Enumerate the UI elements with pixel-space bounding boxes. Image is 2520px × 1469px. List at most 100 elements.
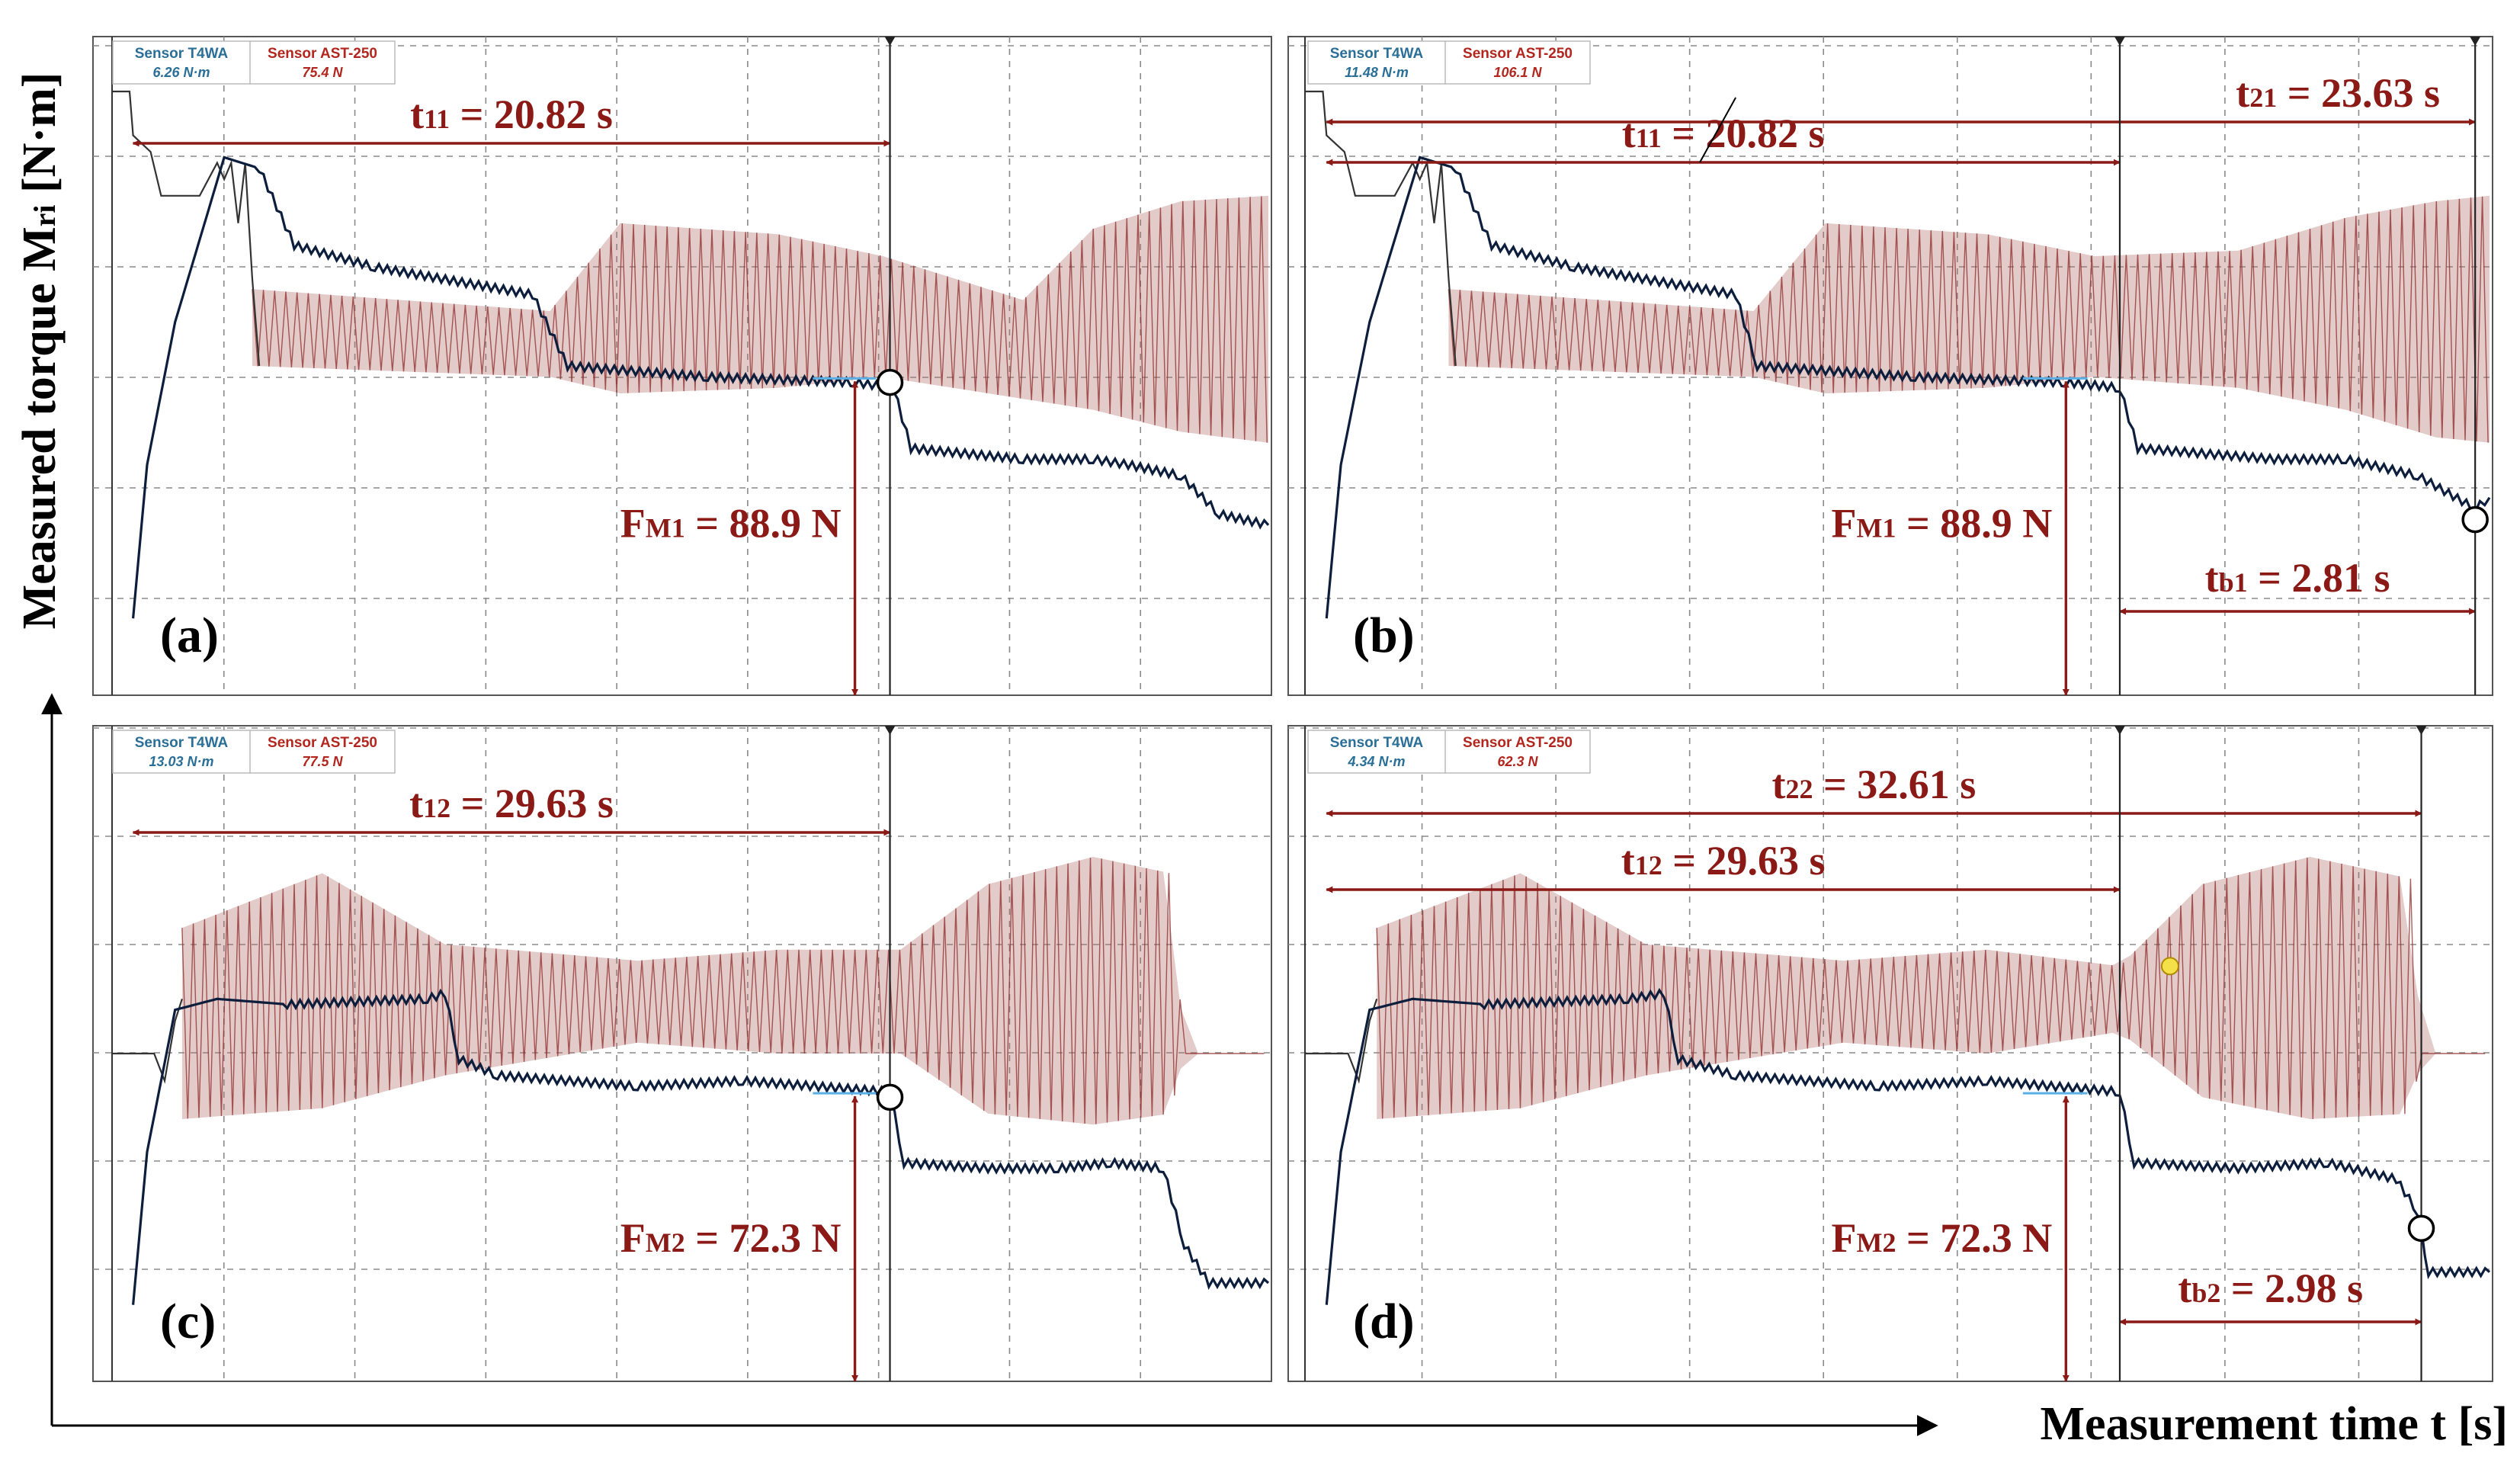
event-tick bbox=[2114, 37, 2125, 46]
interval-label: t12 = 29.63 s bbox=[1621, 838, 1826, 884]
interval-value: = 32.61 s bbox=[1813, 762, 1976, 807]
interval-subscript: 11 bbox=[424, 104, 450, 134]
interval-b2: tb2 = 2.98 s bbox=[2119, 1265, 2422, 1326]
interval-value: = 23.63 s bbox=[2277, 70, 2440, 116]
sensor1-value: 11.48 N·m bbox=[1345, 65, 1409, 80]
reference-series bbox=[112, 998, 183, 1084]
panel-label: (d) bbox=[1353, 1294, 1415, 1349]
sensor2-value: 77.5 N bbox=[302, 754, 343, 769]
sensor-box: Sensor T4WA 6.26 N·m Sensor AST-250 75.4 N bbox=[112, 40, 396, 85]
interval-symbol: t bbox=[1621, 838, 1635, 884]
interval-symbol: t bbox=[2236, 70, 2249, 116]
force-symbol: F bbox=[1832, 500, 1857, 546]
panel-label: (a) bbox=[160, 608, 219, 663]
y-axis-label-unit: [N·m] bbox=[14, 72, 66, 205]
interval-11: t11 = 20.82 s bbox=[1326, 111, 2121, 166]
force-symbol: F bbox=[620, 500, 646, 546]
torque-series bbox=[1325, 156, 2491, 619]
sensor-box-frame bbox=[1307, 730, 1591, 774]
interval-value: = 2.98 s bbox=[2220, 1265, 2363, 1311]
sensor2-name: Sensor AST-250 bbox=[1463, 735, 1573, 751]
force-series bbox=[1448, 196, 2489, 443]
label-leader bbox=[1699, 97, 1736, 163]
sensor1-name: Sensor T4WA bbox=[135, 46, 229, 62]
event-tick bbox=[884, 37, 896, 46]
force-subscript: M1 bbox=[646, 512, 685, 543]
force-annotation: FM1 = 88.9 N bbox=[620, 380, 859, 696]
interval-subscript: 12 bbox=[423, 793, 450, 823]
interval-symbol: t bbox=[410, 91, 424, 137]
failure-marker bbox=[2461, 505, 2489, 534]
sensor2-name: Sensor AST-250 bbox=[268, 735, 377, 751]
interval-12: t12 = 29.63 s bbox=[132, 781, 891, 836]
interval-subscript: 11 bbox=[1636, 123, 1662, 153]
interval-value: = 20.82 s bbox=[1662, 111, 1825, 156]
panel-b: Sensor T4WA 11.48 N·m Sensor AST-250 106.1 … bbox=[1287, 36, 2493, 696]
interval-value: = 29.63 s bbox=[450, 781, 614, 826]
interval-label: t11 = 20.82 s bbox=[410, 91, 613, 137]
interval-subscript: b2 bbox=[2191, 1278, 2220, 1308]
sensor1-name: Sensor T4WA bbox=[1330, 735, 1424, 751]
sensor-box-frame bbox=[112, 730, 396, 774]
force-value: = 72.3 N bbox=[1896, 1215, 2053, 1261]
sensor1-name: Sensor T4WA bbox=[1330, 46, 1424, 62]
sensor1-name: Sensor T4WA bbox=[135, 735, 229, 751]
force-annotation: FM2 = 72.3 N bbox=[1832, 1095, 2070, 1382]
force-value: = 88.9 N bbox=[685, 500, 842, 546]
force-label: FM1 = 88.9 N bbox=[1832, 500, 2053, 546]
interval-subscript: b1 bbox=[2219, 567, 2248, 598]
interval-symbol: t bbox=[1772, 762, 1786, 807]
sensor2-value: 106.1 N bbox=[1493, 65, 1542, 80]
reference-series bbox=[1305, 998, 1378, 1084]
torque-series bbox=[1325, 987, 2491, 1305]
interval-label: t12 = 29.63 s bbox=[409, 781, 614, 826]
torque-series bbox=[132, 988, 1270, 1305]
panel-a: Sensor T4WA 6.26 N·m Sensor AST-250 75.4 N t… bbox=[92, 36, 1272, 696]
failure-marker bbox=[2407, 1214, 2435, 1243]
sensor-box: Sensor T4WA 13.03 N·m Sensor AST-250 77.5 N bbox=[112, 730, 396, 774]
panel-label: (b) bbox=[1353, 608, 1415, 663]
interval-label: tb1 = 2.81 s bbox=[2205, 555, 2390, 601]
event-tick bbox=[884, 726, 896, 735]
sensor2-value: 62.3 N bbox=[1497, 754, 1538, 769]
interval-symbol: t bbox=[2205, 555, 2219, 601]
panel-d: Sensor T4WA 4.34 N·m Sensor AST-250 62.3 N t… bbox=[1287, 725, 2493, 1382]
sensor-box: Sensor T4WA 11.48 N·m Sensor AST-250 106.1 … bbox=[1307, 40, 1591, 85]
interval-subscript: 12 bbox=[1635, 850, 1662, 880]
x-axis-label: Measurement time t [s] bbox=[2041, 1398, 2508, 1450]
interval-value: = 20.82 s bbox=[450, 91, 613, 137]
grid bbox=[1288, 726, 2493, 1381]
force-annotation: FM1 = 88.9 N bbox=[1832, 380, 2070, 696]
sensor2-name: Sensor AST-250 bbox=[268, 46, 377, 62]
interval-label: t21 = 23.63 s bbox=[2236, 70, 2440, 116]
sensor2-name: Sensor AST-250 bbox=[1463, 46, 1573, 62]
force-symbol: F bbox=[620, 1215, 646, 1261]
force-series bbox=[252, 196, 1268, 443]
interval-subscript: 22 bbox=[1785, 774, 1813, 804]
force-value: = 88.9 N bbox=[1896, 500, 2053, 546]
sensor-box: Sensor T4WA 4.34 N·m Sensor AST-250 62.3 N bbox=[1307, 730, 1591, 774]
interval-21: t21 = 23.63 s bbox=[1326, 70, 2477, 126]
interval-symbol: t bbox=[409, 781, 423, 826]
interval-subscript: 21 bbox=[2249, 82, 2277, 113]
force-envelope bbox=[1377, 857, 2490, 1119]
event-tick bbox=[2470, 37, 2481, 46]
panel-label: (c) bbox=[160, 1294, 216, 1349]
interval-label: tb2 = 2.98 s bbox=[2178, 1265, 2363, 1311]
interval-value: = 2.81 s bbox=[2248, 555, 2390, 601]
grid bbox=[93, 726, 1271, 1381]
y-axis-label: Measured torque Mri [N·m] bbox=[14, 72, 66, 630]
y-axis-label-main: Measured torque M bbox=[14, 226, 66, 629]
grid bbox=[1288, 37, 2493, 695]
panel-c: Sensor T4WA 13.03 N·m Sensor AST-250 77.5 N… bbox=[92, 725, 1272, 1382]
force-subscript: M1 bbox=[1857, 512, 1896, 543]
interval-b1: tb1 = 2.81 s bbox=[2119, 555, 2477, 615]
force-subscript: M2 bbox=[1857, 1227, 1896, 1258]
torque-series bbox=[132, 156, 1270, 619]
sensor2-value: 75.4 N bbox=[302, 65, 343, 80]
interval-value: = 29.63 s bbox=[1662, 838, 1826, 884]
sensor1-value: 6.26 N·m bbox=[152, 65, 210, 80]
force-series bbox=[181, 857, 1265, 1124]
